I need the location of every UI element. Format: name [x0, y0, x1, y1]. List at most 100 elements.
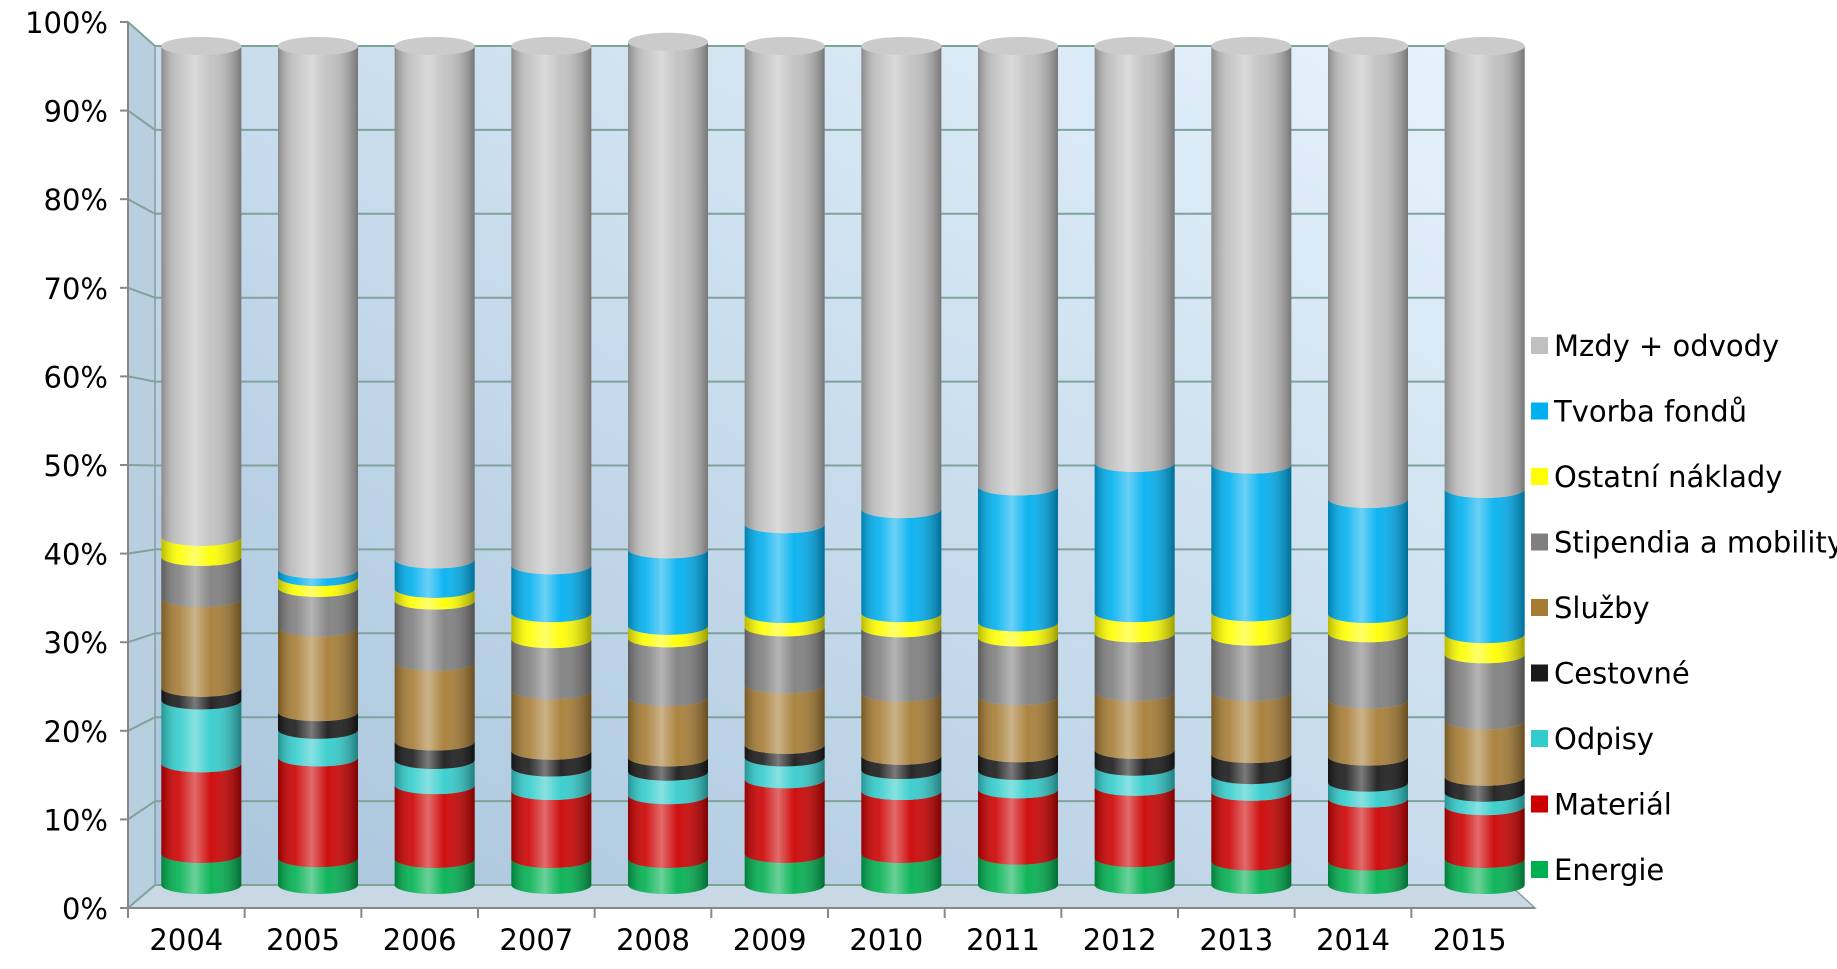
bar-segment-shade	[1328, 499, 1408, 624]
y-tick-label: 50%	[44, 449, 108, 483]
bar-segment-shade	[1094, 633, 1175, 702]
bar-segment-shade	[861, 692, 942, 765]
x-axis: 2004 2005 2006 2007 2008 2009 2010 2011 2012 2013…	[127, 907, 1535, 957]
legend-label: Cestovné	[1554, 657, 1690, 691]
legend-swatch	[1531, 664, 1548, 682]
bar-segment-shade	[511, 565, 592, 623]
bar-top-highlight	[1211, 37, 1292, 55]
bar-top	[628, 32, 708, 51]
y-tick-label: 30%	[44, 626, 108, 660]
bar-segment-shade	[628, 549, 708, 635]
x-tick-label: 2015	[1433, 923, 1507, 957]
bar-segment-shade	[628, 771, 708, 805]
bar-column	[394, 37, 475, 894]
bar-segment-shade	[511, 613, 592, 649]
bar-segment-shade	[511, 750, 592, 777]
legend-label: Ostatní náklady	[1554, 460, 1782, 494]
x-tick-label: 2011	[966, 923, 1040, 957]
bar-segment-shade	[1328, 699, 1408, 766]
gridline-diag	[127, 884, 156, 909]
bar-top	[861, 37, 942, 55]
x-tick-label: 2010	[849, 923, 923, 957]
bar-top-highlight	[978, 37, 1058, 55]
bar-segment-shade	[278, 577, 358, 597]
bar-column	[1211, 37, 1292, 894]
bar-segment-shade	[394, 559, 475, 598]
bar-segment-shade	[744, 853, 825, 894]
legend-swatch	[1531, 468, 1548, 485]
bar-segment-shade	[744, 46, 825, 534]
bar-segment-shade	[278, 712, 358, 739]
y-tick-label: 20%	[44, 715, 108, 749]
bar-segment-shade	[278, 627, 358, 722]
bar-top	[1094, 37, 1175, 55]
bar-column	[278, 37, 358, 894]
bar-segment-shade	[861, 613, 942, 638]
bar-top	[744, 37, 825, 55]
bar-segment-shade	[1094, 462, 1175, 623]
bar-segment-shade	[1211, 692, 1292, 764]
bar-segment-shade	[278, 757, 358, 868]
bar-top-highlight	[1444, 37, 1525, 55]
bar-segment-shade	[628, 697, 708, 767]
y-tick-label: 100%	[25, 6, 108, 40]
bar-segment-shade	[1211, 861, 1292, 894]
bar-segment-shade	[278, 858, 358, 894]
legend-swatch	[1531, 599, 1548, 616]
bar-segment-shade	[628, 858, 708, 894]
bar-segment-shade	[1094, 786, 1175, 868]
bar-segment-shade	[744, 779, 825, 863]
bar-top-highlight	[1328, 37, 1408, 55]
bar-top-highlight	[1094, 37, 1175, 55]
bar-segment-shade	[978, 637, 1058, 706]
x-tick-label: 2013	[1199, 923, 1273, 957]
legend-swatch	[1531, 730, 1548, 747]
gridline-diag	[127, 632, 156, 644]
legend-label: Služby	[1554, 591, 1650, 625]
bar-segment-shade	[744, 614, 825, 637]
bar-segment-shade	[511, 690, 592, 760]
x-tick-label: 2008	[616, 923, 690, 957]
bar-segment-shade	[1328, 861, 1408, 894]
bar-segment-shade	[278, 569, 358, 587]
bar-top	[394, 37, 475, 55]
bar-top	[161, 37, 242, 55]
bar-column	[978, 37, 1058, 894]
bar-segment-shade	[744, 627, 825, 694]
bar-top-highlight	[161, 37, 242, 55]
gridline-diag	[127, 109, 156, 131]
legend: Mzdy + odvody Tvorba fondů Ostatní náklady…	[1531, 329, 1837, 887]
bar-segment-shade	[394, 785, 475, 868]
bar-segment-shade	[511, 858, 592, 894]
bar-segment-shade	[394, 600, 475, 671]
y-axis: 0% 10% 20% 30% 40% 50% 60% 70% 80% 90% 100%	[25, 6, 129, 926]
bar-segment-shade	[628, 795, 708, 868]
y-tick-label: 60%	[44, 360, 108, 394]
bar-segment-shade	[978, 855, 1058, 894]
bar-segment-shade	[1444, 488, 1525, 644]
bar-segment-shade	[161, 46, 242, 546]
bar-top-highlight	[628, 32, 708, 51]
legend-label: Energie	[1554, 853, 1664, 887]
bar-column	[1094, 37, 1175, 894]
bar-segment-shade	[861, 628, 942, 702]
bar-column	[1444, 37, 1525, 894]
bar-top	[511, 37, 592, 55]
bar-top	[278, 37, 358, 55]
legend-label: Tvorba fondů	[1553, 395, 1747, 429]
bar-segment-shade	[394, 588, 475, 610]
bar-segment-shade	[628, 625, 708, 648]
legend-swatch	[1531, 533, 1548, 551]
y-tick-label: 40%	[44, 538, 108, 572]
bar-segment-shade	[161, 536, 242, 566]
bar-segment-shade	[978, 770, 1058, 799]
bar-segment-shade	[1444, 46, 1525, 498]
gridline-diag	[127, 286, 156, 299]
legend-swatch	[1531, 337, 1548, 354]
bar-segment-shade	[744, 757, 825, 789]
bar-segment-shade	[1211, 636, 1292, 702]
bar-segment-shade	[1328, 614, 1408, 643]
legend-label: Materiál	[1554, 788, 1672, 822]
legend-swatch	[1531, 795, 1548, 813]
bar-segment-shade	[861, 853, 942, 894]
